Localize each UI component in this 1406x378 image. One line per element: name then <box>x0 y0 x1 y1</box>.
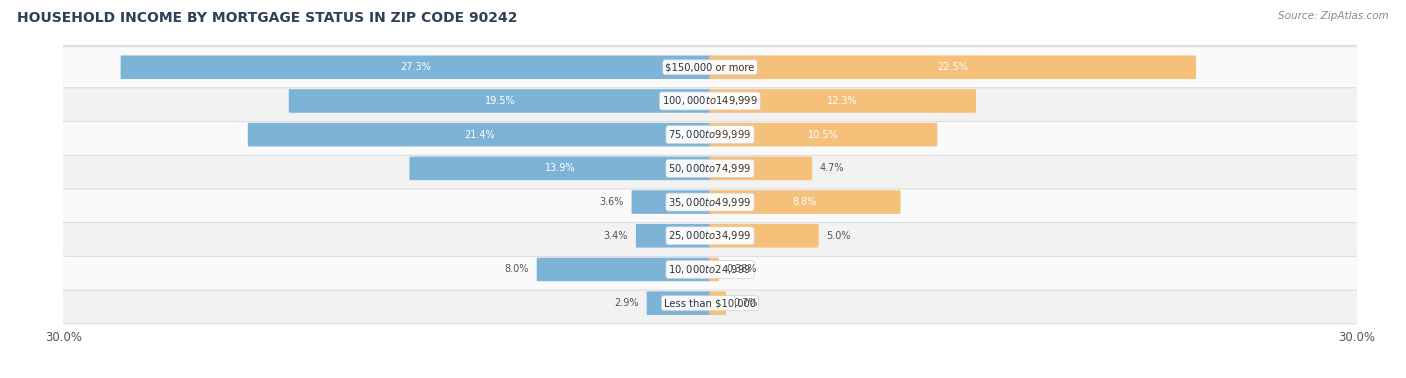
Text: $35,000 to $49,999: $35,000 to $49,999 <box>668 195 752 209</box>
Text: $100,000 to $149,999: $100,000 to $149,999 <box>662 94 758 107</box>
Legend: Without Mortgage, With Mortgage: Without Mortgage, With Mortgage <box>578 375 842 378</box>
FancyBboxPatch shape <box>631 190 711 214</box>
FancyBboxPatch shape <box>709 123 938 146</box>
Text: 27.3%: 27.3% <box>401 62 432 72</box>
Text: 21.4%: 21.4% <box>464 130 495 139</box>
Text: 22.5%: 22.5% <box>938 62 967 72</box>
FancyBboxPatch shape <box>709 291 725 315</box>
FancyBboxPatch shape <box>60 283 1360 324</box>
FancyBboxPatch shape <box>247 123 711 146</box>
Text: Source: ZipAtlas.com: Source: ZipAtlas.com <box>1278 11 1389 21</box>
Text: 3.6%: 3.6% <box>599 197 624 207</box>
Text: 10.5%: 10.5% <box>808 130 838 139</box>
Text: $10,000 to $24,999: $10,000 to $24,999 <box>668 263 752 276</box>
Text: 8.0%: 8.0% <box>505 265 529 274</box>
FancyBboxPatch shape <box>636 224 711 248</box>
FancyBboxPatch shape <box>709 190 901 214</box>
FancyBboxPatch shape <box>647 291 711 315</box>
FancyBboxPatch shape <box>288 89 711 113</box>
Text: 0.38%: 0.38% <box>727 265 758 274</box>
Text: $75,000 to $99,999: $75,000 to $99,999 <box>668 128 752 141</box>
FancyBboxPatch shape <box>60 148 1360 189</box>
Text: 5.0%: 5.0% <box>827 231 851 241</box>
FancyBboxPatch shape <box>60 249 1360 290</box>
FancyBboxPatch shape <box>60 81 1360 121</box>
FancyBboxPatch shape <box>60 181 1360 223</box>
FancyBboxPatch shape <box>709 89 976 113</box>
Text: Less than $10,000: Less than $10,000 <box>664 298 756 308</box>
FancyBboxPatch shape <box>709 224 818 248</box>
FancyBboxPatch shape <box>709 258 718 281</box>
Text: 12.3%: 12.3% <box>827 96 858 106</box>
FancyBboxPatch shape <box>60 47 1360 88</box>
Text: $25,000 to $34,999: $25,000 to $34,999 <box>668 229 752 242</box>
FancyBboxPatch shape <box>537 258 711 281</box>
Text: 2.9%: 2.9% <box>614 298 638 308</box>
Text: 0.7%: 0.7% <box>734 298 758 308</box>
FancyBboxPatch shape <box>121 56 711 79</box>
Text: $50,000 to $74,999: $50,000 to $74,999 <box>668 162 752 175</box>
Text: HOUSEHOLD INCOME BY MORTGAGE STATUS IN ZIP CODE 90242: HOUSEHOLD INCOME BY MORTGAGE STATUS IN Z… <box>17 11 517 25</box>
Text: 19.5%: 19.5% <box>485 96 515 106</box>
Text: $150,000 or more: $150,000 or more <box>665 62 755 72</box>
FancyBboxPatch shape <box>709 56 1197 79</box>
Text: 8.8%: 8.8% <box>793 197 817 207</box>
Text: 4.7%: 4.7% <box>820 163 845 174</box>
Text: 13.9%: 13.9% <box>546 163 575 174</box>
FancyBboxPatch shape <box>60 215 1360 256</box>
Text: 3.4%: 3.4% <box>603 231 628 241</box>
FancyBboxPatch shape <box>409 156 711 180</box>
FancyBboxPatch shape <box>709 156 813 180</box>
FancyBboxPatch shape <box>60 114 1360 155</box>
